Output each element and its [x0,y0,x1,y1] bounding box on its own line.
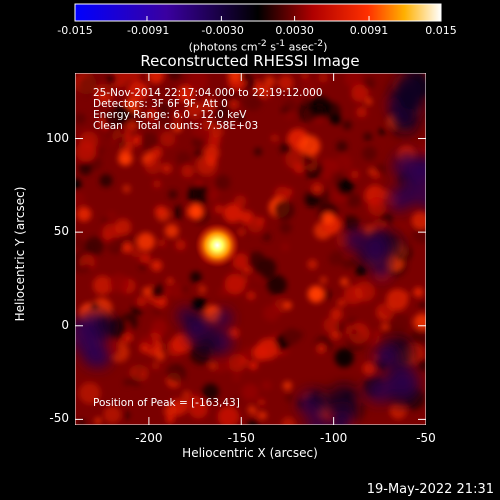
colorbar-unit: (photons cm-2 s-1 asec-2) [188,38,328,54]
x-tick-label: -100 [320,431,348,445]
annotation-peak-position: Position of Peak = [-163,43] [93,397,240,409]
chart-title: Reconstructed RHESSI Image [140,52,360,70]
peak-source [195,223,240,268]
colorbar-tick-label: -0.015 [57,24,93,37]
colorbar-tick-label: -0.0091 [126,24,170,37]
annotation-clean-counts: Clean Total counts: 7.58E+03 [93,120,259,132]
annotation-detectors: Detectors: 3F 6F 9F, Att 0 [93,98,228,110]
colorbar-tick-label: -0.0030 [201,24,244,37]
colorbar-tick-label: 0.0030 [275,24,314,37]
y-tick-label: 50 [53,224,69,239]
colorbar-tick-label: 0.0091 [349,24,389,37]
x-axis-label: Heliocentric X (arcsec) [182,446,318,460]
y-tick-label: -50 [49,411,69,426]
annotation-time-range: 25-Nov-2014 22:17:04.000 to 22:19:12.000 [93,87,323,99]
y-tick-label: 0 [61,317,69,332]
colorbar-bar [74,3,442,22]
timestamp: 19-May-2022 21:31 [366,482,494,497]
x-tick-label: -50 [416,431,436,445]
plot-area [75,73,426,425]
colorbar [74,3,442,22]
x-tick-label: -150 [227,431,255,445]
y-tick-label: 100 [46,130,69,145]
colorbar-tick-label: 0.015 [425,24,457,37]
y-axis-label: Heliocentric Y (arcsec) [13,186,27,322]
annotation-energy-range: Energy Range: 6.0 - 12.0 keV [93,109,247,121]
x-tick-label: -200 [135,431,163,445]
